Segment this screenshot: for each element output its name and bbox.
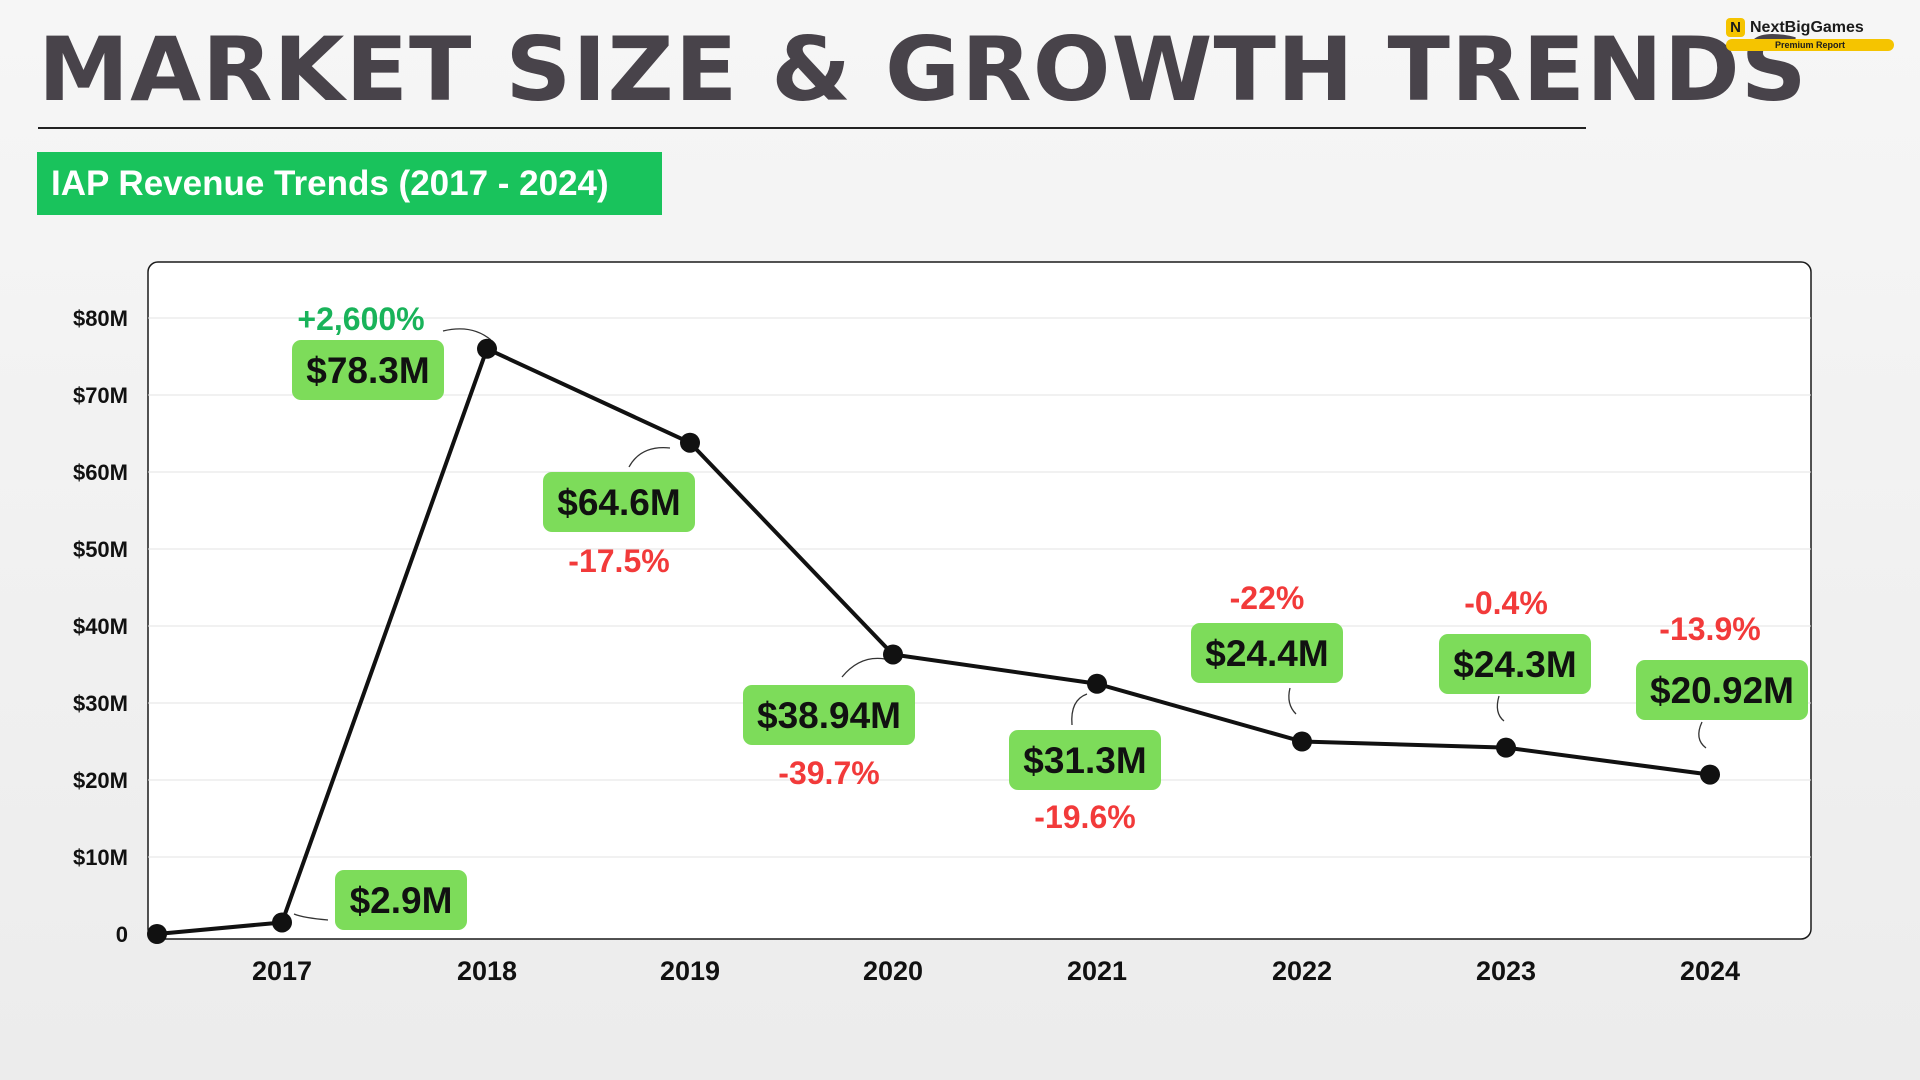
y-tick-label: $10M bbox=[73, 845, 128, 870]
value-label-box bbox=[1439, 634, 1591, 694]
y-tick-label: $60M bbox=[73, 460, 128, 485]
growth-label: -39.7% bbox=[778, 755, 879, 791]
value-label: $31.3M bbox=[1023, 740, 1146, 781]
data-point bbox=[680, 432, 700, 453]
data-point bbox=[1496, 737, 1516, 758]
data-point bbox=[1087, 673, 1107, 694]
value-label-box bbox=[292, 340, 444, 400]
value-label: $2.9M bbox=[350, 880, 453, 921]
annotation-arrow bbox=[841, 657, 886, 678]
value-label: $24.3M bbox=[1453, 644, 1576, 685]
y-tick-label: $50M bbox=[73, 537, 128, 562]
data-point bbox=[272, 912, 292, 933]
x-tick-label: 2024 bbox=[1680, 956, 1740, 986]
plot-frame bbox=[147, 261, 1812, 940]
value-label: $20.92M bbox=[1650, 670, 1794, 711]
value-label-box bbox=[543, 472, 695, 532]
y-tick-label: 0 bbox=[116, 922, 128, 947]
x-tick-label: 2019 bbox=[660, 956, 720, 986]
x-tick-label: 2017 bbox=[252, 956, 312, 986]
growth-label: -17.5% bbox=[568, 543, 669, 579]
data-point bbox=[147, 924, 167, 944]
data-point bbox=[883, 644, 903, 665]
y-tick-label: $70M bbox=[73, 383, 128, 408]
brand-logo: N NextBigGames Premium Report bbox=[1726, 18, 1896, 51]
y-tick-label: $40M bbox=[73, 614, 128, 639]
annotation-arrow bbox=[293, 913, 329, 921]
annotation-arrow bbox=[628, 446, 671, 468]
x-tick-label: 2018 bbox=[457, 956, 517, 986]
value-label-box bbox=[1009, 730, 1161, 790]
logo-n-icon: N bbox=[1726, 18, 1745, 37]
title-divider bbox=[38, 127, 1586, 129]
chart-subtitle: IAP Revenue Trends (2017 - 2024) bbox=[37, 152, 662, 215]
y-tick-label: $80M bbox=[73, 306, 128, 331]
value-label-box bbox=[1636, 660, 1808, 720]
data-point bbox=[1700, 764, 1720, 785]
annotation-arrow bbox=[442, 328, 492, 341]
premium-report-badge: Premium Report bbox=[1726, 39, 1894, 51]
growth-label: -19.6% bbox=[1034, 799, 1135, 835]
x-tick-label: 2022 bbox=[1272, 956, 1332, 986]
page-title: MARKET SIZE & GROWTH TRENDS bbox=[38, 18, 1808, 121]
value-label-box bbox=[743, 685, 915, 745]
value-label: $38.94M bbox=[757, 695, 901, 736]
value-label-box bbox=[1191, 623, 1343, 683]
growth-label: -0.4% bbox=[1464, 585, 1548, 621]
x-tick-label: 2023 bbox=[1476, 956, 1536, 986]
value-label: $24.4M bbox=[1205, 633, 1328, 674]
annotation-arrow bbox=[1288, 687, 1297, 715]
annotation-arrow bbox=[1496, 695, 1505, 722]
annotation-arrow bbox=[1698, 721, 1707, 749]
data-point bbox=[1292, 731, 1312, 752]
value-label-box bbox=[335, 870, 467, 930]
x-tick-label: 2021 bbox=[1067, 956, 1127, 986]
y-tick-label: $30M bbox=[73, 691, 128, 716]
growth-label: +2,600% bbox=[297, 301, 424, 337]
growth-label: -22% bbox=[1230, 580, 1305, 616]
annotation-arrow bbox=[1071, 693, 1088, 726]
y-tick-label: $20M bbox=[73, 768, 128, 793]
growth-label: -13.9% bbox=[1659, 611, 1760, 647]
logo-name: NextBigGames bbox=[1750, 18, 1864, 36]
x-tick-label: 2020 bbox=[863, 956, 923, 986]
value-label: $78.3M bbox=[306, 350, 429, 391]
value-label: $64.6M bbox=[557, 482, 680, 523]
data-point bbox=[477, 338, 497, 359]
